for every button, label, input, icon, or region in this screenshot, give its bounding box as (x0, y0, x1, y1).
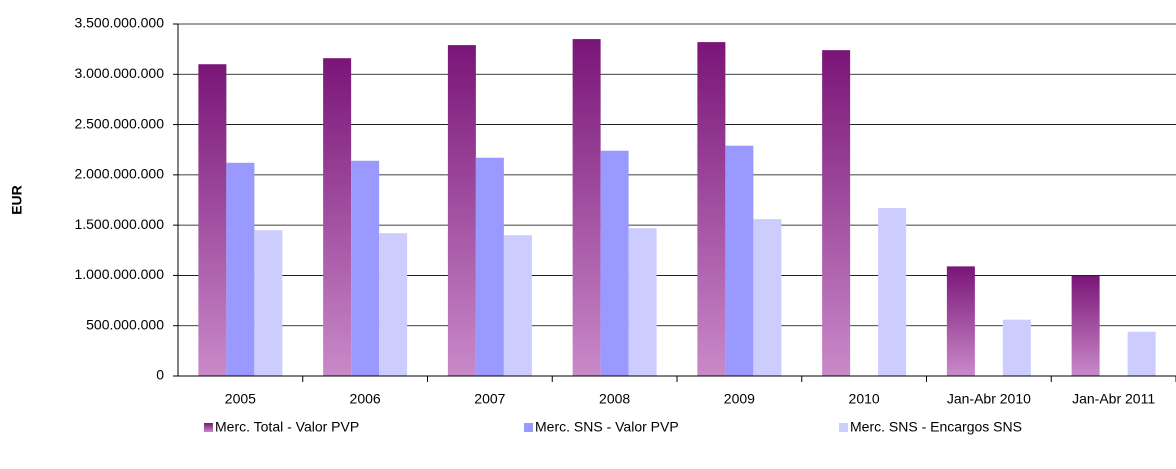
y-tick-label: 1.000.000.000 (74, 266, 164, 282)
x-tick-label: 2008 (599, 391, 630, 407)
y-tick-label: 0 (156, 367, 164, 383)
legend-swatch (204, 423, 213, 432)
x-tick-label: 2006 (350, 391, 381, 407)
bar (628, 228, 657, 376)
bar (254, 230, 283, 376)
x-tick-label: Jan-Abr 2010 (947, 391, 1031, 407)
bar (323, 58, 352, 377)
x-tick-label: 2010 (849, 391, 880, 407)
legend-label: Merc. SNS - Valor PVP (535, 419, 679, 435)
bar (503, 235, 532, 376)
bar (447, 45, 476, 377)
bar (1071, 275, 1100, 376)
y-tick-label: 2.500.000.000 (74, 115, 164, 131)
y-tick-label: 500.000.000 (86, 316, 164, 332)
bar (198, 64, 227, 376)
y-axis-label: EUR (9, 185, 25, 215)
bar (725, 145, 754, 376)
x-tick-label: Jan-Abr 2011 (1072, 391, 1155, 407)
bar (946, 266, 975, 376)
bar (753, 219, 782, 376)
legend-swatch (524, 423, 533, 432)
bar (475, 157, 504, 376)
y-tick-label: 2.000.000.000 (74, 166, 164, 182)
bar (226, 162, 255, 376)
bar (379, 233, 408, 376)
legend-label: Merc. Total - Valor PVP (215, 419, 359, 435)
bar (572, 39, 601, 376)
y-tick-label: 3.000.000.000 (74, 65, 164, 81)
x-tick-label: 2005 (225, 391, 256, 407)
bar (878, 208, 907, 376)
legend-label: Merc. SNS - Encargos SNS (850, 419, 1022, 435)
legend-swatch (839, 423, 848, 432)
bar (1127, 331, 1156, 376)
y-tick-label: 1.500.000.000 (74, 216, 164, 232)
y-tick-label: 3.500.000.000 (74, 15, 164, 31)
bar (697, 42, 726, 377)
bar (822, 50, 851, 377)
x-tick-label: 2009 (724, 391, 755, 407)
bar (351, 160, 380, 376)
bar (1002, 319, 1031, 376)
bar (600, 150, 629, 376)
x-tick-label: 2007 (474, 391, 505, 407)
